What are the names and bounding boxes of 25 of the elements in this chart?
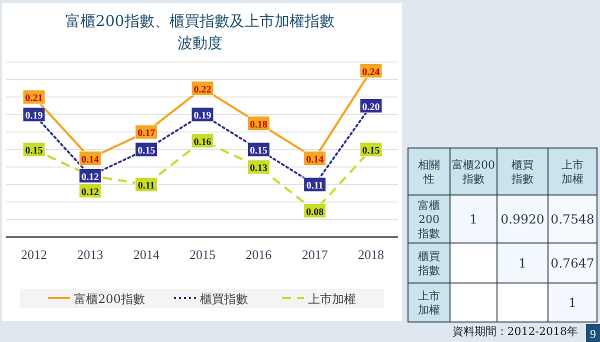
chart-title: 富櫃200指數、櫃買指數及上市加權指數波動度	[66, 12, 334, 52]
x-tick-label: 2012	[21, 247, 47, 262]
legend-label: 富櫃200指數	[74, 292, 145, 306]
x-tick-label: 上市加權	[562, 158, 584, 186]
data-label: 0.12	[81, 186, 99, 198]
y-tick-label: 上市加權	[418, 289, 440, 316]
data-label: 1	[518, 255, 526, 270]
chart-title: 相關性	[418, 158, 440, 186]
data-label: 0.9920	[500, 211, 544, 226]
data-label: 0.7647	[550, 255, 594, 270]
text: 資料期間：2012-2018年	[452, 325, 578, 338]
legend-label: 上市加權	[308, 292, 356, 306]
x-tick-label: 富櫃200指數	[452, 158, 495, 186]
x-tick-label: 2014	[133, 247, 160, 262]
legend-label: 櫃買指數	[200, 292, 248, 306]
x-tick-label: 2013	[77, 247, 104, 262]
x-tick-label: 2015	[190, 247, 216, 262]
data-label: 1	[470, 211, 478, 226]
data-label: 0.7548	[550, 211, 594, 226]
x-tick-label: 2017	[302, 247, 328, 262]
x-tick-label: 2016	[246, 247, 272, 262]
data-label: 1	[568, 294, 576, 310]
x-tick-label: 櫃買指數	[510, 158, 534, 186]
text: 9	[590, 327, 596, 341]
x-tick-label: 2018	[358, 247, 384, 262]
